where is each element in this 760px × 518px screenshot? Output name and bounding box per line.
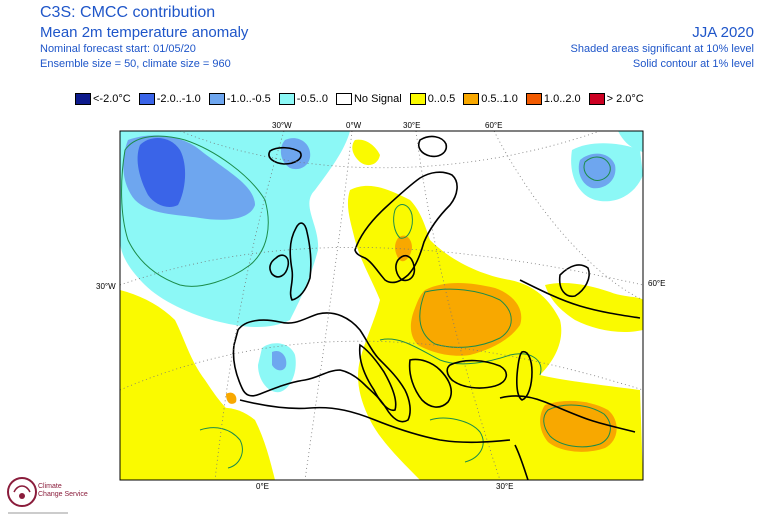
negative-patch-arctic bbox=[618, 131, 643, 152]
lon-label-30w-top: 30°W bbox=[272, 121, 292, 130]
lon-label-30e-bottom: 30°E bbox=[496, 482, 513, 491]
legend-swatch bbox=[138, 93, 155, 105]
legend-swatch bbox=[409, 93, 426, 105]
significance-shaded-text: Shaded areas significant at 10% level bbox=[570, 43, 754, 55]
graticule bbox=[120, 131, 643, 480]
chart-subtitle: Mean 2m temperature anomaly bbox=[40, 24, 249, 41]
legend-item: No Signal bbox=[335, 93, 402, 105]
lon-label-60e-top: 60°E bbox=[485, 121, 502, 130]
legend-item: -0.5..0 bbox=[278, 93, 328, 105]
map-field bbox=[120, 131, 643, 480]
lon-label-30e-top: 30°E bbox=[403, 121, 420, 130]
legend-label: 0.5..1.0 bbox=[481, 93, 518, 105]
legend-swatch bbox=[335, 93, 352, 105]
legend-label: <-2.0°C bbox=[93, 93, 131, 105]
logo-line-1: Climate bbox=[38, 483, 62, 490]
positive-anomaly-north-sea bbox=[352, 139, 380, 166]
warm-anomaly-middle-east bbox=[540, 400, 617, 452]
negative-patch-siberia-core bbox=[578, 153, 616, 189]
warm-anomaly-atlantic bbox=[226, 392, 237, 404]
legend-swatch bbox=[588, 93, 605, 105]
legend-label: 0..0.5 bbox=[427, 93, 456, 105]
lon-label-0e-bottom: 0°E bbox=[256, 482, 269, 491]
legend-item: > 2.0°C bbox=[588, 93, 644, 105]
significance-contour-text: Solid contour at 1% level bbox=[632, 58, 754, 70]
season-label: JJA 2020 bbox=[692, 24, 754, 41]
logo-line-2: Change Service bbox=[38, 490, 88, 498]
legend-swatch bbox=[278, 93, 295, 105]
negative-patch-norway-sea bbox=[280, 138, 311, 170]
legend-item: -1.0..-0.5 bbox=[208, 93, 271, 105]
legend-label: > 2.0°C bbox=[606, 93, 644, 105]
copernicus-climate-logo bbox=[7, 477, 68, 514]
positive-anomaly-west-africa-ocean bbox=[196, 407, 275, 480]
legend-label: -0.5..0 bbox=[296, 93, 328, 105]
forecast-start-text: Nominal forecast start: 01/05/20 bbox=[40, 43, 196, 55]
significance-contours bbox=[121, 135, 611, 469]
coastlines bbox=[232, 135, 641, 480]
legend-item: -2.0..-1.0 bbox=[138, 93, 201, 105]
legend-item: 0..0.5 bbox=[409, 93, 456, 105]
lon-label-30w-left: 30°W bbox=[96, 282, 116, 291]
legend-label: -1.0..-0.5 bbox=[226, 93, 271, 105]
ensemble-size-text: Ensemble size = 50, climate size = 960 bbox=[40, 58, 231, 70]
strongest-negative-anomaly-region bbox=[137, 138, 186, 207]
legend-swatch bbox=[75, 93, 91, 105]
legend-swatch bbox=[208, 93, 225, 105]
lon-label-0w-top: 0°W bbox=[346, 121, 362, 130]
legend-label: No Signal bbox=[353, 93, 402, 105]
legend-label: 1.0..2.0 bbox=[543, 93, 581, 105]
warm-anomaly-baltic bbox=[395, 235, 412, 262]
map-frame bbox=[119, 130, 644, 481]
legend-label: -2.0..-1.0 bbox=[156, 93, 201, 105]
lon-label-60e-right: 60°E bbox=[648, 279, 665, 288]
color-legend: <-2.0°C -2.0..-1.0 -1.0..-0.5 -0.5..0 No… bbox=[75, 93, 652, 105]
legend-item: 0.5..1.0 bbox=[463, 93, 518, 105]
logo-text: Climate Change Service bbox=[38, 483, 88, 498]
chart-title: C3S: CMCC contribution bbox=[40, 4, 216, 21]
negative-patch-iberia-core bbox=[272, 350, 287, 371]
legend-swatch bbox=[463, 93, 480, 105]
warm-anomaly-russia bbox=[410, 283, 522, 356]
legend-item: 1.0..2.0 bbox=[525, 93, 581, 105]
legend-item: <-2.0°C bbox=[75, 93, 131, 105]
legend-swatch bbox=[525, 93, 542, 105]
